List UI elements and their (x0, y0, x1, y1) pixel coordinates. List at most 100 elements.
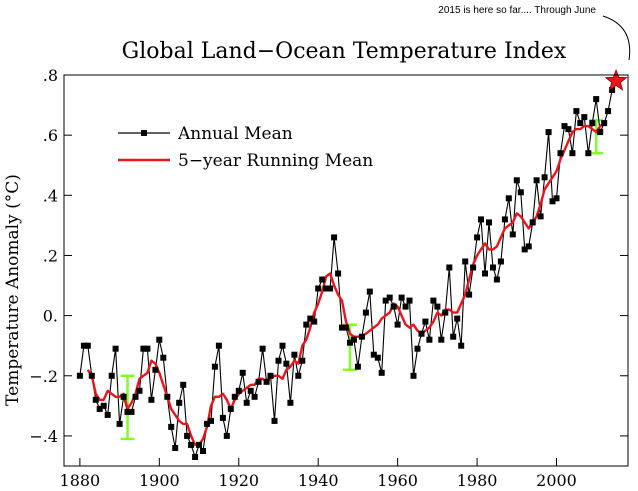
annual-mean-point (172, 445, 179, 451)
y-tick-label: 0. (43, 307, 58, 326)
annual-mean-point (597, 129, 604, 136)
annual-mean-point (438, 336, 445, 343)
annual-mean-point (307, 315, 314, 322)
annual-mean-point (180, 381, 187, 388)
annual-mean-point (394, 321, 401, 328)
annual-mean-point (466, 291, 473, 298)
y-axis-label: Temperature Anomaly (°C) (3, 174, 23, 406)
annual-mean-point (493, 276, 500, 283)
annual-mean-point (354, 363, 361, 370)
annual-mean-point (331, 234, 338, 241)
annual-mean-point (235, 387, 242, 394)
annual-mean-point (422, 318, 429, 325)
annual-mean-point (223, 432, 230, 439)
annual-mean-point (446, 264, 453, 271)
annual-mean-point (569, 150, 576, 157)
legend-annual-label: Annual Mean (177, 124, 293, 144)
annual-mean-point (168, 423, 175, 430)
annual-mean-point (279, 342, 286, 349)
annual-mean-point (188, 441, 195, 448)
annual-mean-point (462, 258, 469, 265)
annual-mean-point (271, 417, 278, 424)
annual-mean-point (490, 264, 496, 271)
legend-running-label: 5−year Running Mean (178, 151, 373, 171)
annual-mean-point (200, 448, 206, 454)
annotation-text: 2015 is here so far.... Through June (438, 5, 596, 16)
annual-mean-point (227, 405, 234, 412)
annual-mean-point (152, 366, 159, 373)
annual-mean-point (176, 399, 183, 406)
annual-mean-point (339, 324, 345, 331)
annual-mean-point (521, 246, 528, 253)
x-tick-label: 1900 (139, 471, 180, 490)
annual-mean-point (581, 114, 588, 121)
annual-mean-point (219, 414, 226, 421)
annual-mean-point (283, 360, 290, 367)
annual-mean-point (482, 270, 488, 277)
annual-mean-point (347, 339, 353, 346)
annual-mean-point (362, 309, 369, 316)
annotation-arrow (602, 15, 631, 61)
annual-mean-point (386, 294, 393, 301)
annual-mean-point (215, 342, 222, 349)
annual-mean-point (116, 420, 123, 427)
annual-mean-point (251, 393, 258, 400)
annual-mean-point (311, 318, 318, 325)
annual-mean-point (589, 120, 596, 127)
annual-mean-point (343, 324, 349, 331)
annual-mean-point (458, 342, 465, 349)
annual-mean-point (275, 357, 282, 364)
annual-mean-point (160, 354, 167, 361)
annual-mean-point (128, 408, 135, 415)
annual-mean-point (148, 396, 155, 403)
annual-mean-point (124, 408, 131, 415)
annual-mean-point (501, 216, 508, 223)
plot-frame (63, 74, 629, 467)
annual-mean-point (573, 108, 580, 115)
annual-mean-point (430, 297, 437, 304)
annual-mean-point (585, 150, 592, 157)
annual-mean-point (136, 387, 143, 394)
annual-mean-point (76, 372, 83, 379)
annual-mean-point (239, 369, 246, 376)
annual-mean-point (478, 216, 484, 223)
annual-mean-point (211, 363, 218, 370)
y-tick-label: .8 (43, 66, 58, 85)
annual-mean-point (315, 285, 322, 292)
annual-mean-point (609, 87, 616, 93)
annual-mean-point (100, 402, 107, 409)
annual-mean-point (525, 243, 532, 250)
annual-mean-point (295, 372, 302, 379)
annual-mean-point (267, 372, 274, 379)
annual-mean-point (370, 351, 377, 358)
annual-mean-point (382, 297, 389, 304)
annual-mean-point (593, 96, 600, 103)
annual-mean-point (505, 195, 512, 202)
annual-mean-point (402, 303, 409, 310)
annual-mean-point (263, 378, 270, 385)
annual-mean-point (517, 189, 524, 196)
running-mean-line (86, 122, 605, 447)
annual-mean-point (358, 333, 365, 340)
annual-mean-point (537, 213, 544, 220)
annual-mean-point (291, 351, 298, 358)
annual-mean-point (196, 441, 202, 448)
annual-mean-point (414, 345, 421, 352)
annual-mean-point (497, 258, 504, 265)
annual-mean-point (259, 345, 266, 352)
y-tick-label: −.2 (29, 367, 58, 386)
y-tick-label: .6 (43, 126, 58, 145)
annual-mean-point (350, 336, 357, 343)
annual-mean-point (601, 120, 608, 127)
x-tick-label: 1880 (60, 471, 101, 490)
y-tick-label: .4 (43, 186, 58, 205)
annual-mean-point (366, 288, 373, 295)
annual-mean-point (406, 297, 413, 304)
annual-mean-point (164, 393, 171, 400)
annual-mean-point (120, 393, 127, 400)
annual-mean-point (470, 264, 477, 271)
annual-mean-point (231, 393, 238, 400)
annual-mean-point (434, 303, 441, 310)
annual-mean-point (192, 454, 199, 460)
